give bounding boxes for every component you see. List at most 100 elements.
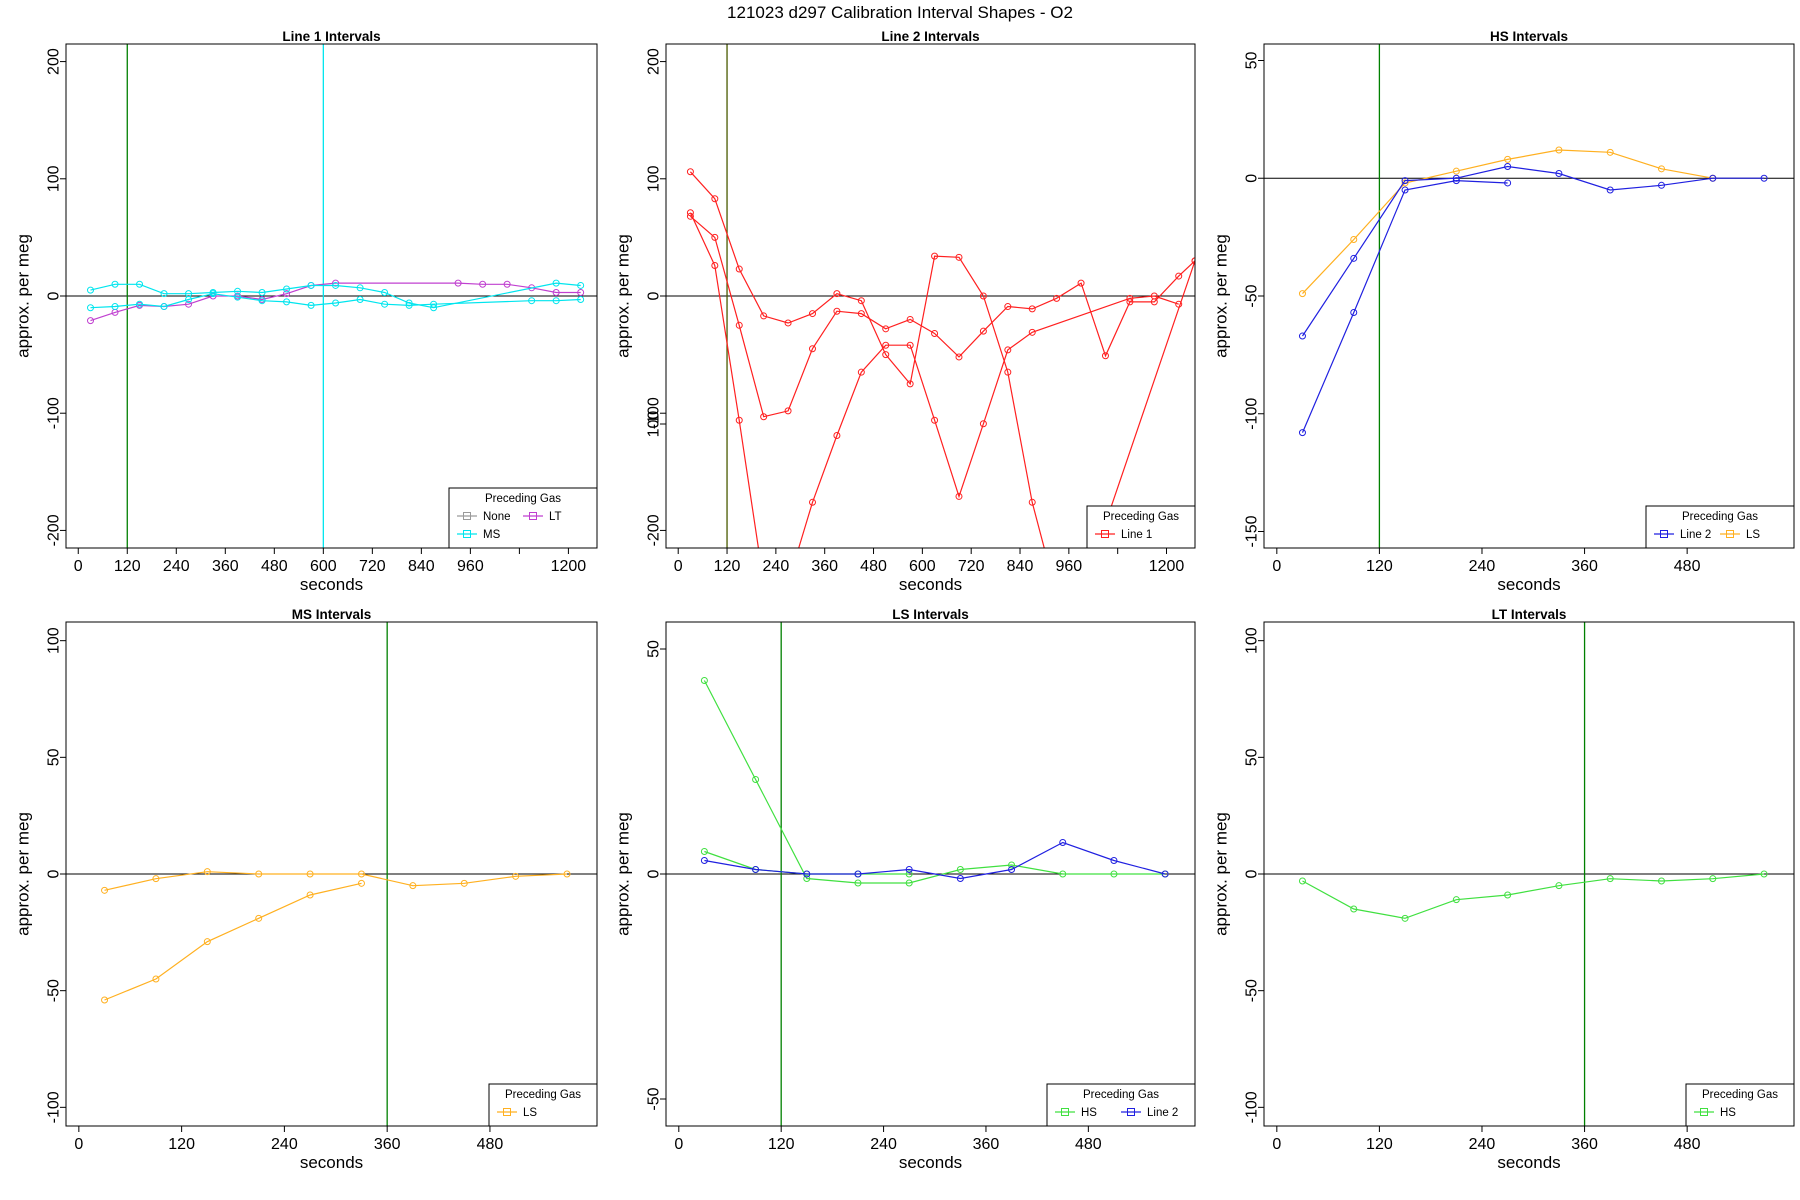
x-tick-label: 360	[811, 558, 838, 575]
x-tick-label: 0	[674, 558, 683, 575]
data-point	[1054, 592, 1060, 598]
legend: Preceding Gas HS	[1685, 1083, 1795, 1127]
data-point	[552, 297, 560, 305]
data-point	[979, 292, 987, 300]
data-point	[1028, 498, 1036, 506]
x-axis-label: seconds	[300, 1153, 363, 1172]
legend-label: LS	[1746, 529, 1760, 541]
panel-5: LS Intervals 0 120 240 360 480 -50 0 50 100 second…	[614, 411, 1196, 1172]
x-axis-label: seconds	[1497, 1153, 1560, 1172]
data-point	[906, 341, 914, 349]
x-axis-label: seconds	[300, 575, 363, 594]
data-point	[1298, 429, 1306, 437]
legend-box	[1046, 1083, 1196, 1127]
legend-swatch-marker	[529, 512, 537, 520]
y-axis-label: approx. per meg	[614, 234, 633, 358]
y-tick-label: -50	[1244, 979, 1261, 1002]
legend-label: LS	[523, 1107, 537, 1119]
panel-title: Line 1 Intervals	[282, 29, 380, 44]
x-tick-label: 360	[1571, 558, 1598, 575]
data-point	[101, 996, 109, 1004]
y-tick-label: 50	[646, 640, 663, 658]
x-tick-label: 0	[74, 558, 83, 575]
data-point	[1606, 186, 1614, 194]
data-point	[882, 325, 890, 333]
y-tick-label: 0	[1244, 174, 1261, 183]
x-tick-label: 720	[958, 558, 985, 575]
legend-box	[1685, 1083, 1795, 1127]
data-point	[882, 351, 890, 359]
series-line	[90, 293, 581, 309]
data-point	[160, 303, 168, 311]
data-point	[1401, 186, 1409, 194]
data-point	[931, 252, 939, 260]
series-line	[1302, 873, 1765, 919]
legend: Preceding Gas Line 2 LS	[1645, 505, 1795, 549]
legend-label: Line 1	[1121, 529, 1152, 541]
panel-1: Line 1 Intervals 0 120 240 360 480 600 720 840 96…	[14, 29, 598, 594]
y-tick-label: -100	[1244, 398, 1261, 430]
data-point	[1504, 891, 1512, 899]
data-point	[430, 300, 438, 308]
data-point	[857, 310, 865, 318]
data-point	[979, 420, 987, 428]
data-point	[1161, 870, 1169, 878]
legend-swatch-marker	[463, 530, 471, 538]
data-point	[307, 281, 315, 289]
data-point	[283, 285, 291, 293]
data-point	[1298, 332, 1306, 340]
y-tick-label: 100	[1244, 627, 1261, 654]
data-point	[332, 281, 340, 289]
data-point	[711, 195, 719, 203]
y-tick-label: 50	[1244, 51, 1261, 69]
data-point	[460, 879, 468, 887]
x-tick-label: 480	[477, 1136, 504, 1153]
legend-swatch-marker	[1061, 1108, 1069, 1116]
panel-4: MS Intervals 0 120 240 360 480 -100 -50 0 50 100 se…	[14, 607, 598, 1172]
data-point	[1008, 861, 1016, 869]
data-point	[577, 296, 585, 304]
data-point	[1175, 272, 1183, 280]
x-tick-label: 0	[674, 1136, 683, 1153]
x-tick-label: 0	[1272, 558, 1281, 575]
data-point	[577, 288, 585, 296]
data-point	[686, 168, 694, 176]
data-point	[1709, 174, 1717, 182]
data-point	[1658, 181, 1665, 189]
x-tick-label: 360	[973, 1136, 1000, 1153]
data-point	[332, 279, 340, 287]
data-point	[209, 290, 217, 298]
y-tick-label: 100	[646, 165, 663, 192]
y-tick-label: 200	[646, 48, 663, 75]
data-point	[1452, 167, 1460, 175]
data-point	[356, 296, 364, 304]
data-point	[111, 303, 119, 311]
figure-title: 121023 d297 Calibration Interval Shapes …	[727, 3, 1073, 22]
data-point	[833, 431, 841, 439]
y-tick-label: 50	[1244, 748, 1261, 766]
panel-title: LS Intervals	[892, 607, 969, 622]
series-line	[689, 171, 1195, 548]
panel-6: LT Intervals 0 120 240 360 480 -100 -50 0 50 100 se…	[1212, 607, 1795, 1172]
panel-2: Line 2 Intervals 0 120 240 360 480 600 720 840 96…	[614, 29, 1196, 598]
x-tick-label: 480	[860, 558, 887, 575]
data-point	[1555, 170, 1563, 178]
data-point	[761, 580, 767, 586]
series-line	[104, 871, 568, 891]
panel-title: Line 2 Intervals	[881, 29, 979, 44]
data-point	[808, 498, 816, 506]
data-point	[752, 866, 760, 873]
x-tick-label: 1200	[551, 558, 587, 575]
y-axis-label: approx. per meg	[614, 812, 633, 936]
data-point	[700, 677, 708, 684]
y-tick-label: -50	[646, 1087, 663, 1110]
legend-title: Preceding Gas	[1103, 511, 1179, 523]
data-point	[857, 368, 865, 376]
data-point	[1760, 870, 1768, 878]
y-tick-label: -100	[46, 1091, 63, 1123]
data-point	[1658, 165, 1665, 173]
data-point	[577, 281, 585, 289]
x-tick-label: 600	[310, 558, 337, 575]
y-tick-label: 100	[646, 411, 663, 438]
x-tick-label: 120	[1366, 1136, 1393, 1153]
